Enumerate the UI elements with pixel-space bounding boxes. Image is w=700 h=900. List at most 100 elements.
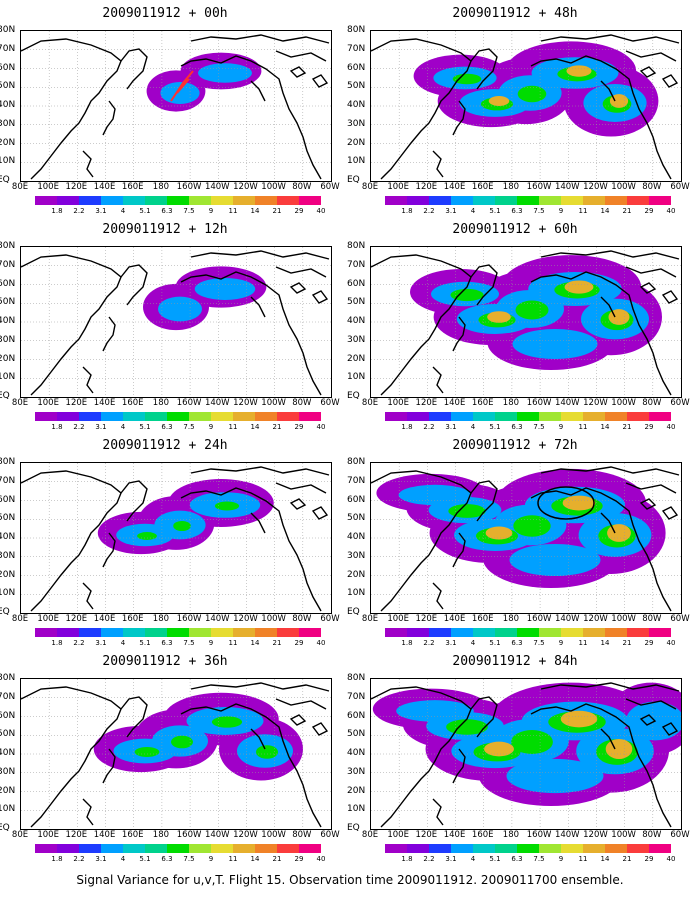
latitude-label: 50N [0,513,16,524]
colorbar-swatch [123,844,145,853]
latitude-label: 40N [347,748,366,758]
colorbar-label: 11 [578,639,588,647]
colorbar-label: 14 [600,639,610,647]
field-contour-mid [506,758,604,794]
colorbar-swatch [561,196,583,205]
colorbar-swatch [495,628,517,637]
colorbar-label: 3.1 [95,207,107,215]
colorbar [35,628,321,637]
longitude-label: 80W [642,614,662,624]
longitude-label: 60W [670,830,690,840]
latitude-label: 70N [0,43,16,54]
colorbar-label: 6.3 [161,855,173,863]
colorbar-swatch [211,412,233,421]
colorbar-swatch [451,628,473,637]
latitude-label: 20N [347,569,366,580]
colorbar-label: 4 [470,855,476,863]
colorbar-label: 9 [558,639,564,647]
colorbar-label: 5.1 [489,639,501,647]
field-contour-peak [566,65,592,77]
field-contour-mid [194,278,256,300]
colorbar-label: 2.2 [73,639,85,647]
longitude-label: 160E [471,830,494,840]
colorbar-label: 3.1 [445,855,457,863]
latitude-label: 20N [0,137,16,148]
colorbar-label: 6.3 [161,207,173,215]
colorbar-label: 9 [208,639,214,647]
colorbar-swatch [277,412,299,421]
longitude-label: 100E [387,830,409,840]
latitude-label: 80N [0,673,16,683]
longitude-label: 180 [152,830,170,840]
longitude-label: 100W [611,398,636,408]
colorbar-swatch [407,628,429,637]
latitude-label: 10N [347,156,366,167]
colorbar-swatch [561,412,583,421]
colorbar-label: 14 [250,639,260,647]
longitude-label: 100E [387,398,409,408]
colorbar-label: 14 [250,423,260,431]
latitude-label: 50N [347,81,366,92]
variance-field [410,255,662,371]
colorbar-swatch [145,412,167,421]
longitude-label: 80W [292,398,312,408]
longitude-label: 140E [93,830,116,840]
longitude-label: 80W [292,182,312,192]
colorbar-label: 2.2 [73,855,85,863]
colorbar [35,412,321,421]
colorbar-label: 5.1 [139,855,151,863]
colorbar-swatch [495,196,517,205]
colorbar-swatch [539,196,561,205]
colorbar [35,844,321,853]
longitude-label: 160E [471,614,494,624]
longitude-label: 160W [176,182,202,192]
colorbar-label: 4 [120,855,126,863]
latitude-label: 20N [0,785,16,796]
longitude-label: 120W [583,398,608,408]
colorbar-swatch [233,412,255,421]
longitude-label: 120E [415,614,438,624]
colorbar-swatch [649,628,671,637]
colorbar-label: 29 [294,639,304,647]
longitude-label: 100E [37,830,59,840]
colorbar-label: 40 [666,639,676,647]
colorbar-swatch [605,628,627,637]
colorbar-swatch [57,196,79,205]
colorbar-swatch [429,412,451,421]
colorbar-label: 6.3 [511,423,523,431]
colorbar-swatch [79,844,101,853]
colorbar-label: 6.3 [511,639,523,647]
colorbar-label: 7.5 [183,855,195,863]
colorbar-swatch [189,628,211,637]
colorbar-swatch [57,844,79,853]
field-contour-high [517,85,547,103]
longitude-label: 160W [176,830,202,840]
colorbar-label: 4 [470,207,476,215]
longitude-label: 120E [415,182,438,192]
colorbar-label: 1.8 [401,639,413,647]
latitude-label: EQ [347,823,360,833]
longitude-label: 80E [361,830,379,840]
colorbar-swatch [385,844,407,853]
colorbar [35,196,321,205]
colorbar-label: 5.1 [489,423,501,431]
latitude-label: 40N [0,532,16,542]
field-contour-peak [562,495,596,511]
map-plot [21,247,331,397]
map-plot [21,463,331,613]
colorbar-swatch [473,844,495,853]
longitude-label: 100E [387,182,409,192]
longitude-label: 60W [670,182,690,192]
colorbar-label: 3.1 [445,639,457,647]
graticule [21,463,331,613]
latitude-label: 30N [347,550,366,561]
field-contour-high [511,730,553,754]
colorbar-swatch [35,628,57,637]
latitude-label: 50N [347,729,366,740]
longitude-label: 100E [37,398,59,408]
field-contour-high [173,520,191,532]
field-contour-high [446,719,488,735]
colorbar-label: 29 [294,423,304,431]
colorbar-label: 11 [578,855,588,863]
colorbar-swatch [429,628,451,637]
